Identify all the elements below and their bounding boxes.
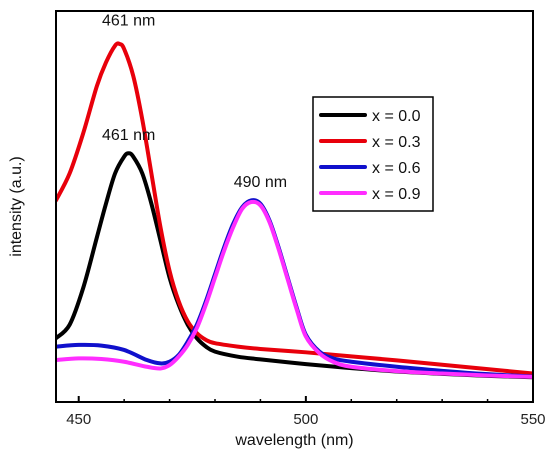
legend-label-0: x = 0.0 — [372, 108, 421, 125]
x-tick-label-0: 450 — [66, 411, 91, 428]
legend-label-3: x = 0.9 — [372, 186, 421, 203]
series-line-1 — [56, 41, 533, 376]
x-tick-label-2: 550 — [520, 411, 545, 428]
series-line-3 — [56, 199, 533, 379]
series-line-0 — [56, 151, 533, 380]
y-axis-title: intensity (a.u.) — [8, 156, 25, 256]
x-axis-title: wavelength (nm) — [234, 432, 353, 449]
plot-frame — [55, 10, 534, 403]
legend-label-1: x = 0.3 — [372, 134, 421, 151]
x-tick-label-1: 500 — [293, 411, 318, 428]
peak-annotation-0: 461 nm — [102, 12, 155, 29]
legend-label-2: x = 0.6 — [372, 160, 421, 177]
peak-annotation-1: 461 nm — [102, 127, 155, 144]
series-group — [56, 41, 533, 380]
peak-annotation-2: 490 nm — [234, 174, 287, 191]
